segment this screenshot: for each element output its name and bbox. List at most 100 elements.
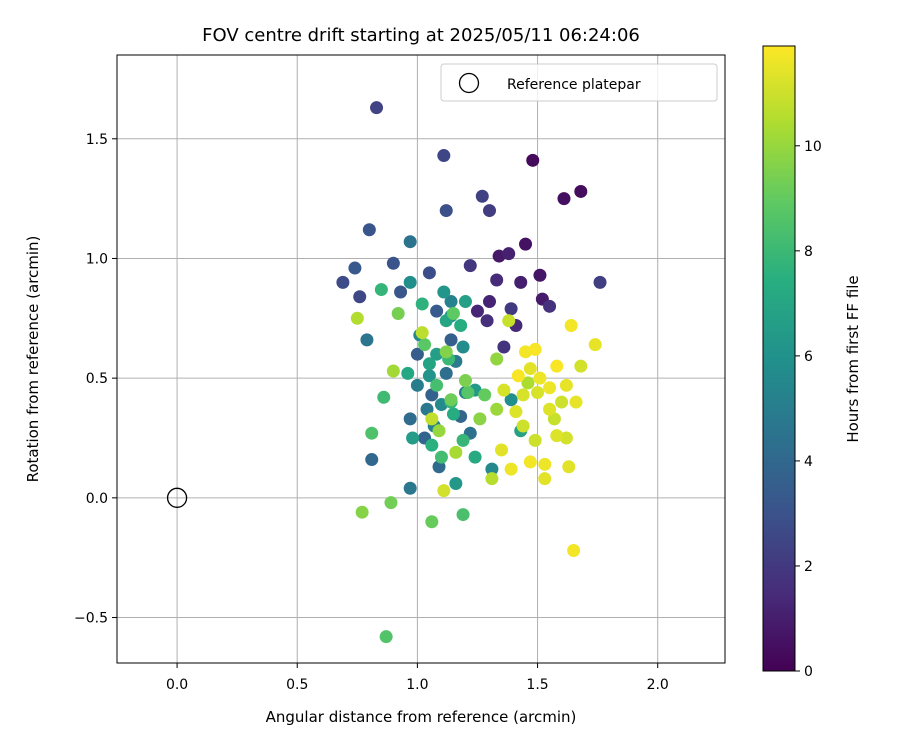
data-point-133 — [523, 455, 537, 469]
data-point-92 — [458, 374, 472, 388]
data-point-33 — [444, 333, 458, 347]
data-point-0 — [526, 153, 540, 167]
data-point-39 — [403, 412, 417, 426]
data-point-8 — [502, 247, 516, 261]
data-point-121 — [495, 443, 509, 457]
data-point-59 — [437, 285, 451, 299]
data-point-34 — [425, 388, 439, 402]
chart-title: FOV centre drift starting at 2025/05/11 … — [202, 25, 640, 46]
y-tick-label-0: −0.5 — [74, 611, 108, 627]
data-point-25 — [422, 266, 436, 280]
data-point-69 — [468, 450, 482, 464]
data-point-4 — [533, 268, 547, 282]
data-point-50 — [444, 295, 458, 309]
data-point-28 — [362, 223, 376, 237]
data-point-73 — [415, 297, 429, 311]
data-point-56 — [504, 393, 518, 407]
data-point-105 — [425, 412, 439, 426]
data-point-18 — [482, 204, 496, 218]
data-point-107 — [547, 412, 561, 426]
colorbar-tick-label-3: 6 — [804, 349, 813, 365]
data-point-23 — [353, 290, 367, 304]
data-point-84 — [461, 386, 475, 400]
data-point-68 — [401, 366, 415, 380]
x-tick-label-4: 2.0 — [647, 677, 669, 693]
data-point-94 — [355, 505, 369, 519]
data-point-131 — [567, 543, 581, 557]
data-point-118 — [550, 429, 564, 443]
data-point-80 — [430, 378, 444, 392]
y-tick-label-3: 1.0 — [86, 251, 108, 267]
data-point-22 — [437, 149, 451, 163]
y-tick-label-4: 1.5 — [86, 132, 108, 148]
data-point-70 — [446, 407, 460, 421]
reference-platepar-marker — [166, 487, 188, 508]
data-point-127 — [538, 457, 552, 471]
data-point-116 — [497, 383, 511, 397]
data-point-26 — [439, 204, 453, 218]
data-point-136 — [528, 342, 542, 356]
data-point-29 — [394, 285, 408, 299]
colorbar-tick-label-2: 4 — [804, 454, 813, 470]
data-point-1 — [574, 184, 588, 198]
data-point-109 — [555, 395, 569, 409]
data-point-123 — [562, 460, 576, 474]
y-axis-label: Rotation from reference (arcmin) — [24, 236, 42, 483]
data-point-17 — [504, 302, 518, 316]
data-point-126 — [569, 395, 583, 409]
data-point-10 — [470, 304, 484, 318]
x-axis-label: Angular distance from reference (arcmin) — [266, 708, 577, 726]
data-point-93 — [439, 345, 453, 359]
data-point-62 — [406, 431, 420, 445]
y-axis-ticks: −0.5 0.0 0.5 1.0 1.5 — [74, 132, 117, 627]
x-axis-ticks: 0.0 0.5 1.0 1.5 2.0 — [166, 663, 669, 693]
data-point-83 — [379, 630, 393, 644]
data-point-96 — [490, 352, 504, 366]
colorbar-tick-label-5: 10 — [804, 139, 822, 155]
data-point-108 — [516, 419, 530, 433]
data-point-99 — [386, 364, 400, 378]
data-point-106 — [502, 314, 516, 328]
data-point-20 — [475, 189, 489, 203]
data-point-135 — [511, 369, 525, 383]
data-point-114 — [531, 386, 545, 400]
data-point-86 — [446, 307, 460, 321]
data-point-97 — [432, 424, 446, 438]
data-point-15 — [497, 340, 511, 354]
data-point-32 — [410, 347, 424, 361]
data-point-89 — [444, 393, 458, 407]
colorbar-label: Hours from first FF file — [844, 275, 862, 442]
data-point-27 — [386, 256, 400, 270]
data-point-128 — [504, 462, 518, 476]
data-point-98 — [490, 402, 504, 416]
data-point-103 — [485, 472, 499, 486]
x-tick-label-3: 1.5 — [526, 677, 548, 693]
data-point-2 — [557, 192, 571, 206]
data-point-9 — [482, 295, 496, 309]
data-point-120 — [523, 362, 537, 376]
data-point-66 — [422, 357, 436, 371]
data-point-79 — [434, 450, 448, 464]
legend: Reference platepar — [440, 63, 718, 102]
data-point-100 — [449, 445, 463, 459]
data-point-137 — [550, 359, 564, 373]
data-point-87 — [478, 388, 492, 402]
data-point-43 — [360, 333, 374, 347]
data-point-81 — [456, 508, 470, 522]
data-point-58 — [422, 369, 436, 383]
data-point-122 — [538, 472, 552, 486]
data-point-21 — [370, 101, 384, 115]
data-point-129 — [533, 371, 547, 385]
data-point-90 — [384, 496, 398, 510]
data-point-91 — [391, 307, 405, 321]
data-point-52 — [485, 462, 499, 476]
data-point-12 — [490, 273, 504, 287]
data-point-31 — [430, 304, 444, 318]
data-point-54 — [456, 340, 470, 354]
legend-entry-reference: Reference platepar — [507, 77, 641, 93]
y-tick-label-2: 0.5 — [86, 371, 108, 387]
data-point-64 — [458, 295, 472, 309]
data-point-117 — [543, 402, 557, 416]
data-point-112 — [574, 359, 588, 373]
